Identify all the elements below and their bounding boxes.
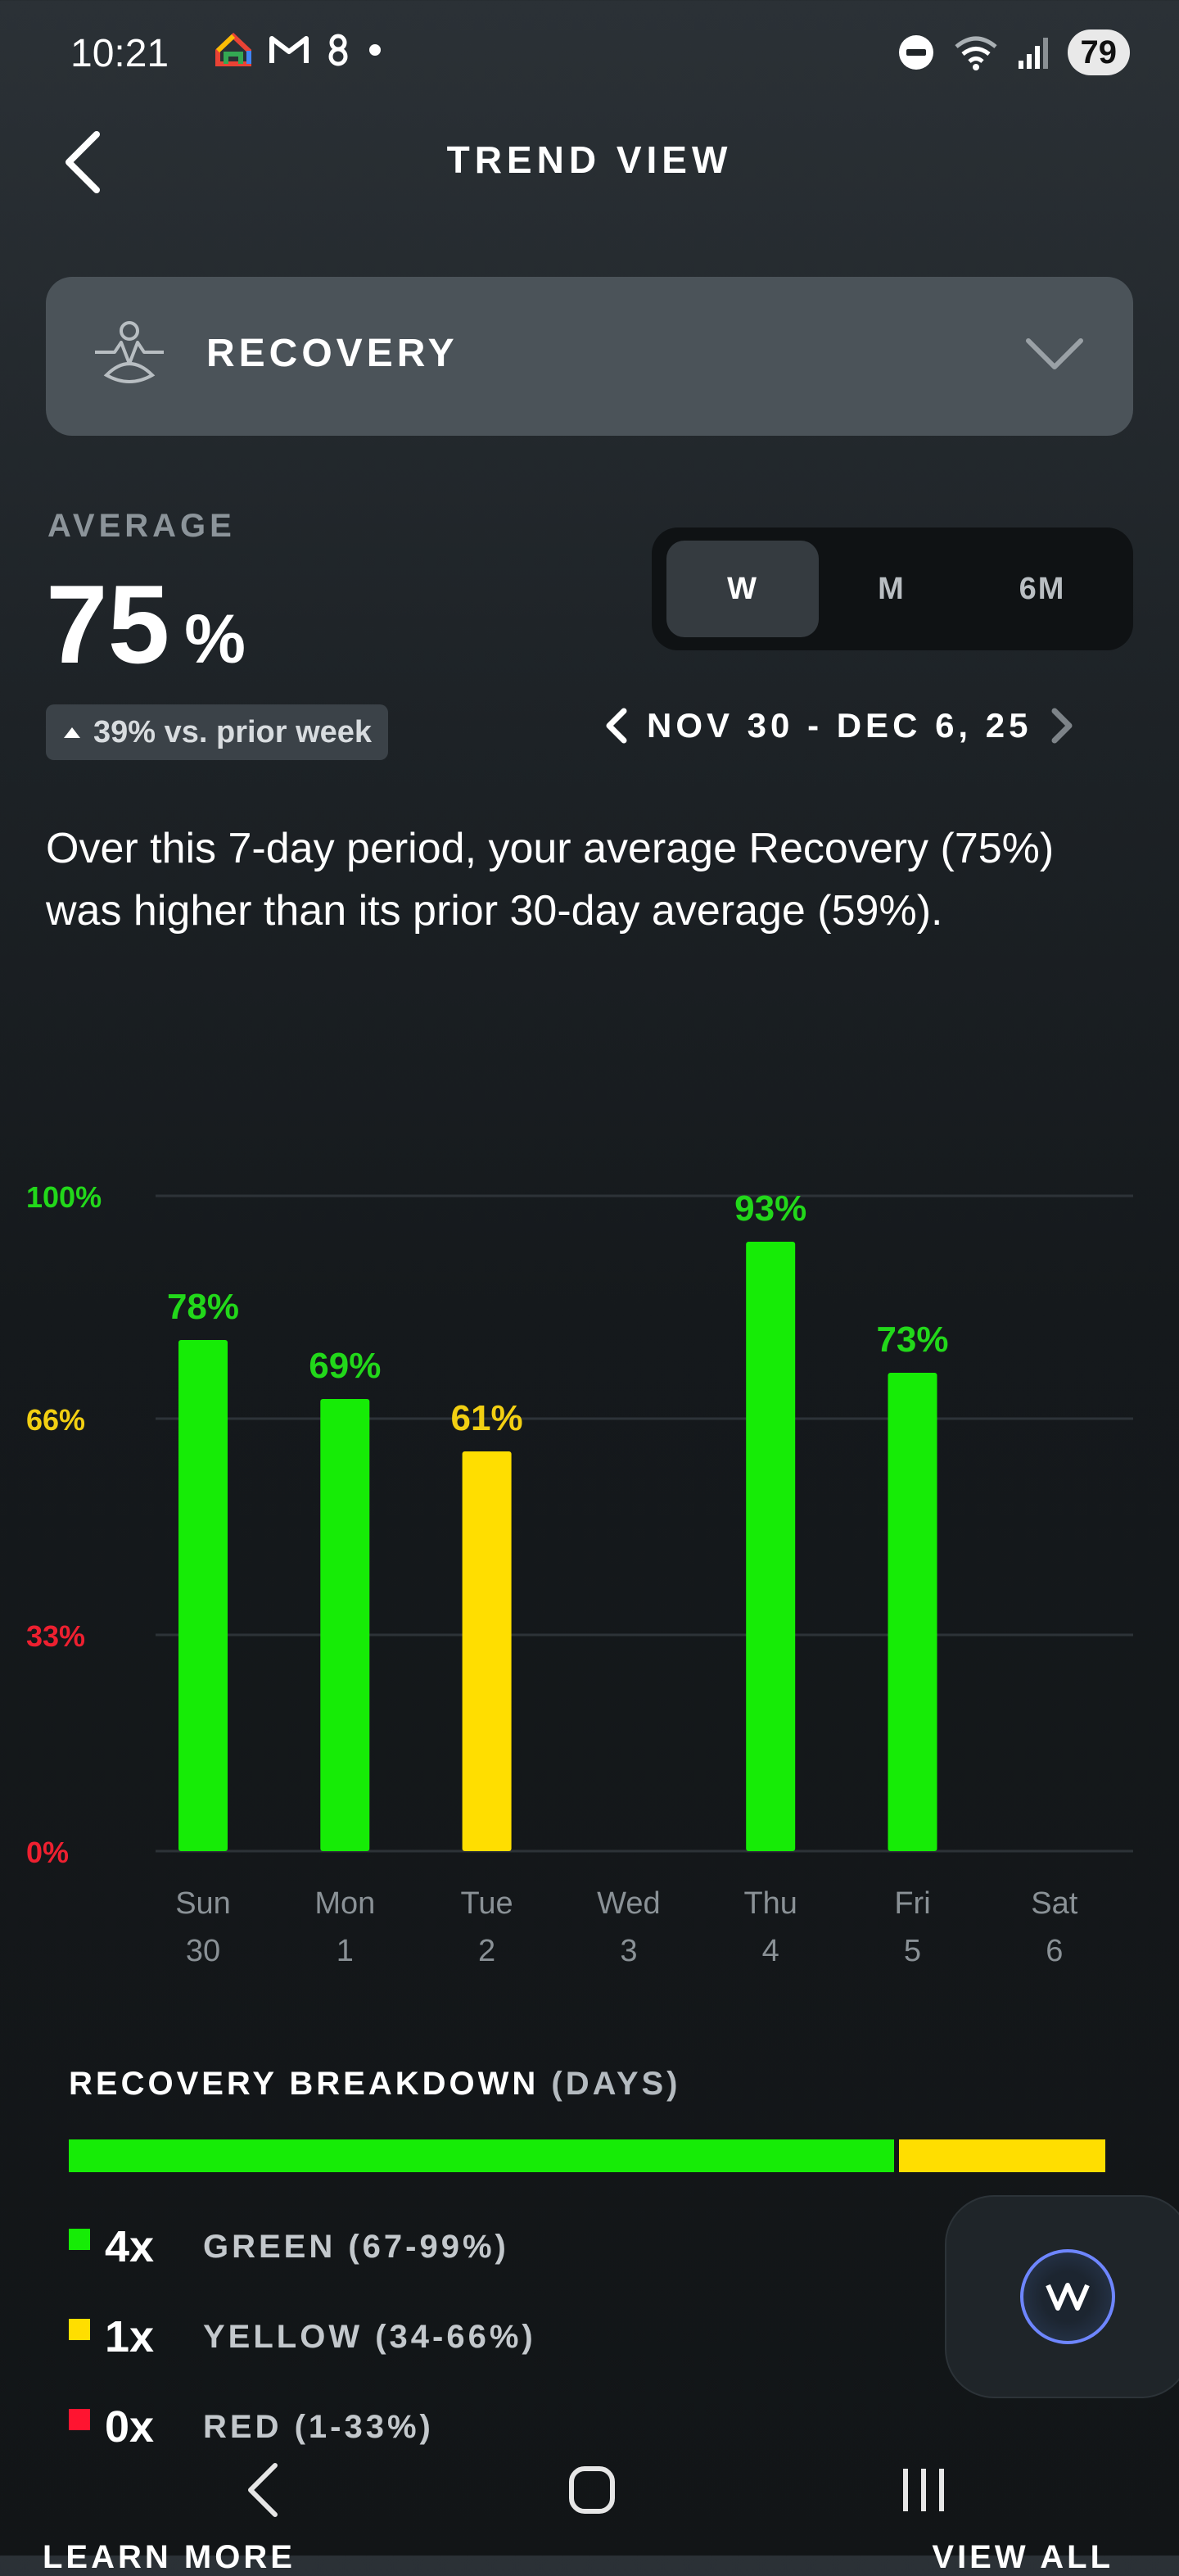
metric-dropdown[interactable]: RECOVERY [46,277,1133,436]
bar [320,1399,370,1851]
average-label: AVERAGE [47,508,236,544]
chevron-left-icon [66,131,100,193]
nav-recents-icon [903,2469,944,2511]
yellow-label: YELLOW (34-66%) [203,2318,536,2355]
signal-icon [1018,38,1048,69]
range-tabs: W M 6M [652,527,1133,650]
bar [462,1451,512,1851]
breakdown-title-main: RECOVERY BREAKDOWN [69,2066,540,2102]
x-tick-day: Fri [894,1886,930,1921]
back-button[interactable] [54,123,120,205]
gmail-icon [269,36,309,63]
x-tick-date: 30 [186,1934,220,1968]
wifi-icon [954,36,997,70]
average-value: 75% [46,567,246,696]
page-title: TREND VIEW [446,138,733,181]
x-tick-date: 2 [478,1934,495,1968]
status-time: 10:21 [70,32,169,75]
date-navigator: NOV 30 - DEC 6, 25 [603,706,1076,745]
x-tick-day: Thu [743,1886,797,1921]
breakdown-bar [69,2139,1105,2172]
green-label: GREEN (67-99%) [203,2228,509,2265]
average-number: 75 [46,562,170,686]
view-all-link[interactable]: VIEW ALL [932,2539,1114,2575]
summary-text: Over this 7-day period, your average Rec… [46,825,1055,935]
coach-button[interactable] [945,2195,1179,2398]
home-app-icon [215,33,251,66]
coach-icon [1020,2249,1115,2344]
previous-period-icon[interactable] [603,706,632,745]
y-tick-label: 0% [26,1836,69,1869]
bar [746,1242,796,1851]
x-tick-day: Tue [461,1886,513,1921]
status-notification-icons [215,33,383,67]
system-navigation-bar [248,2463,944,2517]
bar [178,1340,228,1851]
learn-more-heading: LEARN MORE [43,2539,296,2575]
change-badge: 39% vs. prior week [46,704,389,760]
breakdown-bar-green [69,2139,894,2172]
legend-yellow: 1x YELLOW (34-66%) [69,2311,536,2362]
tab-week[interactable]: W [666,541,819,637]
date-range: NOV 30 - DEC 6, 25 [647,706,1032,745]
nav-back-icon [248,2463,278,2517]
x-tick-date: 6 [1046,1934,1063,1968]
yellow-count: 1x [105,2312,155,2361]
nav-home-icon [569,2466,615,2514]
bar-value-label: 61% [451,1398,523,1438]
red-label: RED (1-33%) [203,2408,434,2445]
triangle-up-icon [64,727,80,738]
x-tick-day: Wed [597,1886,660,1921]
tab-month[interactable]: M [878,571,906,606]
x-tick-date: 3 [620,1934,637,1968]
green-count: 4x [105,2222,155,2271]
x-tick-day: Mon [314,1886,375,1921]
chevron-down-icon [1026,338,1083,369]
green-swatch [69,2229,90,2250]
bar-value-label: 78% [167,1287,239,1327]
recovery-icon [95,321,164,383]
y-tick-label: 100% [26,1180,102,1214]
battery-indicator: 79 [1067,29,1130,75]
red-swatch [69,2409,90,2430]
x-tick-date: 1 [337,1934,354,1968]
red-count: 0x [105,2402,155,2452]
x-tick-day: Sat [1031,1886,1077,1921]
yellow-swatch [69,2319,90,2340]
breakdown-title: RECOVERY BREAKDOWN (DAYS) [69,2066,681,2103]
y-tick-label: 66% [26,1403,85,1437]
x-tick-date: 5 [904,1934,921,1968]
tab-six-months[interactable]: 6M [1019,571,1066,606]
legend-green: 4x GREEN (67-99%) [69,2221,509,2272]
bar-value-label: 73% [876,1320,948,1360]
x-tick-date: 4 [762,1934,779,1968]
do-not-disturb-icon [898,35,933,70]
bar-value-label: 93% [734,1188,806,1229]
x-tick-day: Sun [175,1886,231,1921]
recovery-bar-chart: 100% 66% 33% 0% 78% Sun 30 69% Mon 1 61% Tue 2 Wed 3 93… [26,1180,1133,1968]
dot-icon [369,44,381,56]
app-8-icon [328,34,348,66]
bar-value-label: 69% [309,1346,381,1386]
breakdown-title-suffix: (DAYS) [551,2066,681,2102]
bar [888,1373,937,1851]
status-system-icons: 79 [897,29,1130,75]
next-period-icon[interactable] [1046,706,1076,745]
change-text: 39% vs. prior week [93,714,373,749]
legend-red: 0x RED (1-33%) [69,2402,434,2452]
metric-label: RECOVERY [206,332,458,375]
breakdown-bar-yellow [899,2139,1105,2172]
y-tick-label: 33% [26,1619,85,1653]
average-unit: % [184,600,246,677]
